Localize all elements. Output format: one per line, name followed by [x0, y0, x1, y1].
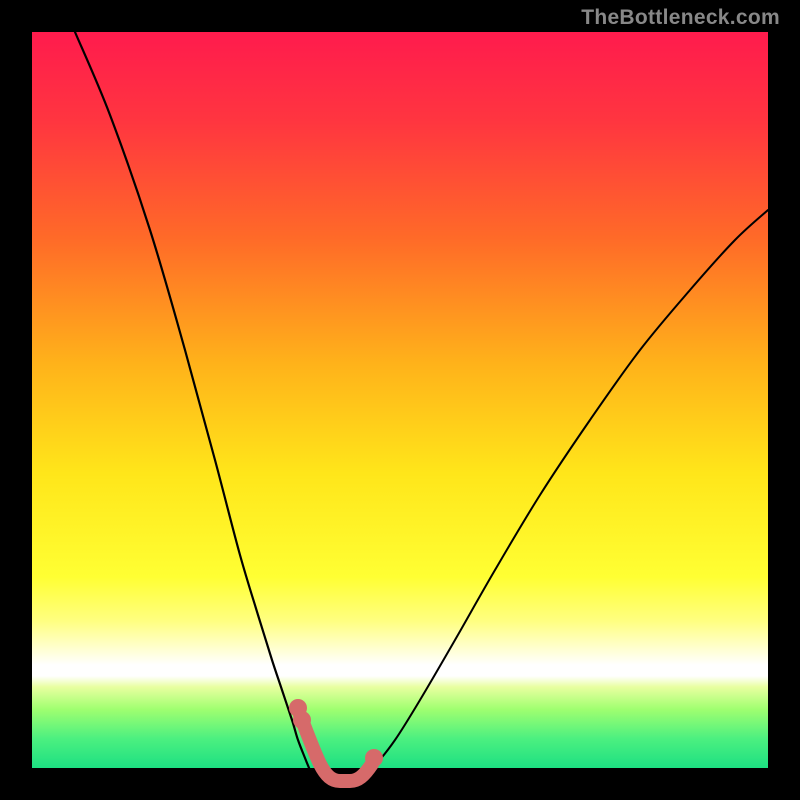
watermark-text: TheBottleneck.com — [581, 6, 780, 30]
valley-marker — [365, 749, 383, 767]
bottleneck-chart — [0, 0, 800, 800]
chart-container: TheBottleneck.com — [0, 0, 800, 800]
valley-marker — [293, 711, 311, 729]
